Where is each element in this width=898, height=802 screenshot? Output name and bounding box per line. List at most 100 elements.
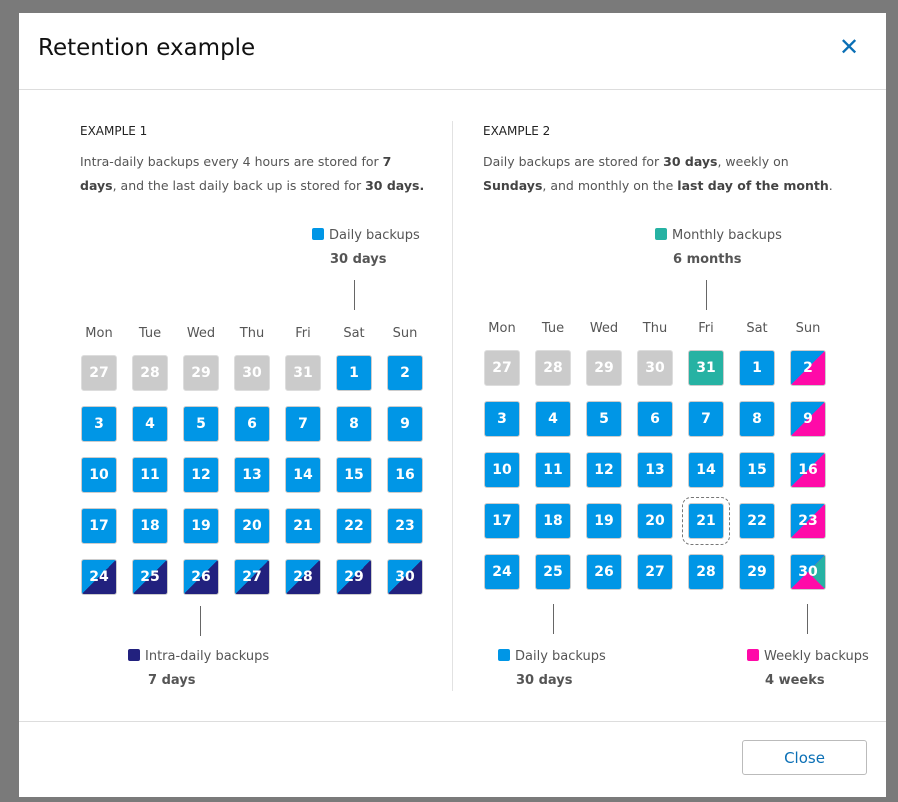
- day-number: 2: [400, 365, 410, 381]
- day-number: 28: [543, 360, 563, 376]
- example1-description: Intra-daily backups every 4 hours are st…: [80, 154, 425, 193]
- day-number: 30: [395, 569, 415, 585]
- calendar-day-monthly: 31: [688, 350, 724, 386]
- example1-heading: EXAMPLE 1: [80, 124, 148, 138]
- day-number: 1: [349, 365, 359, 381]
- calendar-day-daily: 13: [637, 452, 673, 488]
- calendar-day-daily: 7: [285, 406, 321, 442]
- calendar-day-daily: 27: [637, 554, 673, 590]
- dialog-footer-divider: [19, 721, 886, 722]
- legend-label: Daily backups: [329, 228, 420, 243]
- close-button[interactable]: Close: [742, 740, 867, 775]
- legend-value: 7 days: [148, 673, 196, 688]
- weekday-label: Wed: [589, 321, 619, 336]
- calendar-day-daily: 29: [739, 554, 775, 590]
- day-number: 7: [701, 411, 711, 427]
- legend-label: Daily backups: [515, 649, 606, 664]
- day-number: 8: [752, 411, 762, 427]
- calendar-day-daily: 10: [81, 457, 117, 493]
- calendar-day-daily: 12: [183, 457, 219, 493]
- legend-label: Weekly backups: [764, 649, 869, 664]
- close-icon[interactable]: ✕: [839, 33, 860, 61]
- weekday-label: Mon: [85, 326, 113, 341]
- dialog-header: Retention example ✕: [19, 13, 886, 90]
- day-number: 28: [696, 564, 716, 580]
- calendar-day-daily: 4: [132, 406, 168, 442]
- calendar-day-intra: 29: [336, 559, 372, 595]
- day-number: 18: [543, 513, 563, 529]
- day-number: 31: [293, 365, 313, 381]
- day-number: 20: [242, 518, 262, 534]
- day-number: 22: [344, 518, 364, 534]
- day-number: 12: [594, 462, 614, 478]
- day-number: 10: [492, 462, 512, 478]
- legend-label: Monthly backups: [672, 228, 782, 243]
- calendar-day-daily: 15: [739, 452, 775, 488]
- day-number: 21: [696, 513, 716, 529]
- day-number: 2: [803, 360, 813, 376]
- calendar-day-daily: 1: [336, 355, 372, 391]
- day-number: 18: [140, 518, 160, 534]
- day-number: 29: [747, 564, 767, 580]
- weekday-label: Fri: [295, 326, 311, 341]
- day-number: 26: [191, 569, 211, 585]
- calendar-day-weekly: 2: [790, 350, 826, 386]
- legend-monthly-backups: Monthly backups: [655, 228, 782, 243]
- day-number: 17: [89, 518, 109, 534]
- calendar-day-daily: 5: [183, 406, 219, 442]
- calendar-day-daily: 24: [484, 554, 520, 590]
- weekday-label: Thu: [642, 321, 668, 336]
- calendar-day-daily: 28: [688, 554, 724, 590]
- calendar-day-past: 30: [637, 350, 673, 386]
- day-number: 7: [298, 416, 308, 432]
- example2-heading: EXAMPLE 2: [483, 124, 551, 138]
- monthly-swatch-icon: [655, 228, 667, 240]
- legend-weekly-backups: Weekly backups: [747, 649, 869, 664]
- day-number: 19: [191, 518, 211, 534]
- day-number: 24: [89, 569, 109, 585]
- day-number: 27: [645, 564, 665, 580]
- day-number: 16: [798, 462, 818, 478]
- calendar-day-daily: 1: [739, 350, 775, 386]
- day-number: 8: [349, 416, 359, 432]
- calendar-day-past: 31: [285, 355, 321, 391]
- day-number: 17: [492, 513, 512, 529]
- calendar-day-daily: 18: [132, 508, 168, 544]
- day-number: 27: [492, 360, 512, 376]
- calendar-day-daily: 19: [183, 508, 219, 544]
- day-number: 27: [242, 569, 262, 585]
- day-number: 14: [696, 462, 716, 478]
- legend-pointer: [553, 604, 554, 634]
- calendar-day-past: 27: [484, 350, 520, 386]
- day-number: 28: [293, 569, 313, 585]
- calendar-day-daily: 10: [484, 452, 520, 488]
- calendar-day-daily: 22: [739, 503, 775, 539]
- calendar-day-intra: 28: [285, 559, 321, 595]
- day-number: 27: [89, 365, 109, 381]
- weekday-label: Thu: [239, 326, 265, 341]
- legend-intra-daily-backups: Intra-daily backups: [128, 649, 269, 664]
- calendar-day-past: 27: [81, 355, 117, 391]
- example2-description: Daily backups are stored for 30 days, we…: [483, 154, 833, 193]
- calendar-day-daily: 12: [586, 452, 622, 488]
- calendar-day-intra: 30: [387, 559, 423, 595]
- day-number: 1: [752, 360, 762, 376]
- day-number: 30: [798, 564, 818, 580]
- calendar-day-daily: 14: [688, 452, 724, 488]
- day-number: 9: [803, 411, 813, 427]
- calendar-day-daily: 25: [535, 554, 571, 590]
- calendar-day-past: 29: [586, 350, 622, 386]
- legend-pointer: [200, 606, 201, 636]
- calendar-day-weekly: 9: [790, 401, 826, 437]
- calendar-day-daily: 22: [336, 508, 372, 544]
- day-number: 23: [798, 513, 818, 529]
- day-number: 25: [140, 569, 160, 585]
- weekday-label: Fri: [698, 321, 714, 336]
- calendar-day-daily: 13: [234, 457, 270, 493]
- day-number: 11: [140, 467, 160, 483]
- calendar-day-daily: 11: [132, 457, 168, 493]
- day-number: 28: [140, 365, 160, 381]
- calendar-day-past: 29: [183, 355, 219, 391]
- legend-value: 4 weeks: [765, 673, 825, 688]
- column-divider: [452, 121, 453, 691]
